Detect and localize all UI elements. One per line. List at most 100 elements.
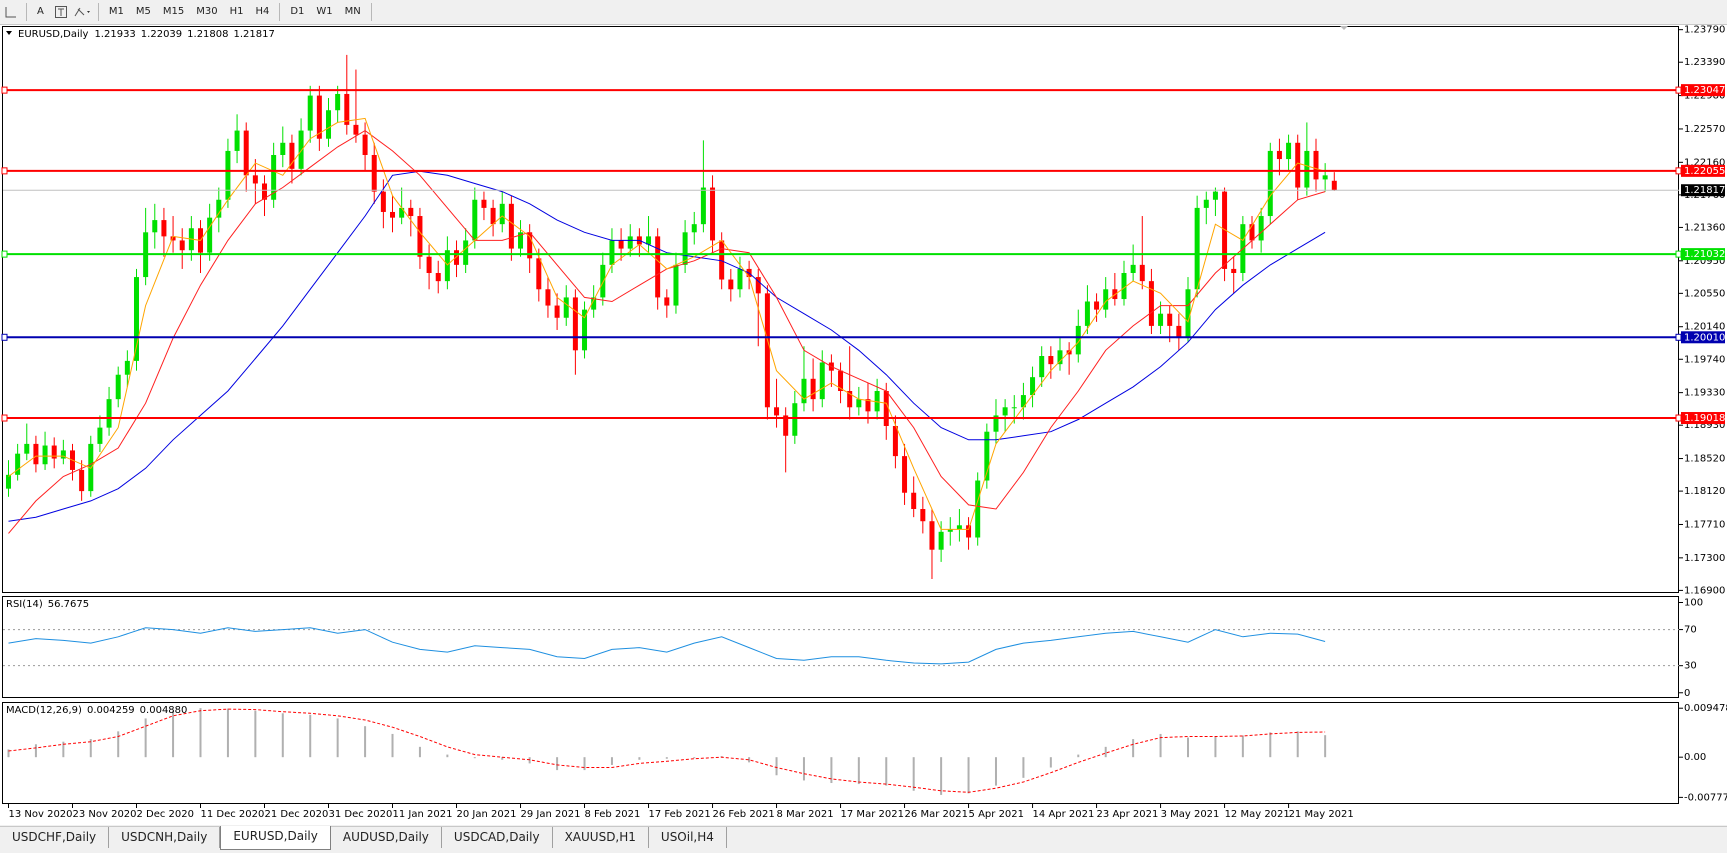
period-button[interactable]: M15 xyxy=(162,6,185,17)
macd-pane xyxy=(2,702,1679,804)
candle-body xyxy=(133,277,139,361)
candle-body xyxy=(1148,281,1154,326)
chart-tab[interactable]: USDCAD,Daily xyxy=(442,827,553,848)
candle-body xyxy=(728,279,734,290)
x-tick-label: 5 Apr 2021 xyxy=(969,809,1024,820)
chart-tab[interactable]: USDCHF,Daily xyxy=(0,827,110,848)
candle-body xyxy=(591,297,597,310)
y-tick-label: -0.007778 xyxy=(1684,792,1727,803)
period-button[interactable]: D1 xyxy=(290,6,305,17)
icon xyxy=(74,7,90,17)
candle-body xyxy=(1276,150,1282,160)
rsi-header: RSI(14) 56.7675 xyxy=(6,599,89,610)
macd-bar xyxy=(34,744,37,758)
candle-body xyxy=(682,232,688,265)
level-label-box xyxy=(1681,331,1725,344)
period-button[interactable]: M5 xyxy=(135,6,151,17)
x-tick-label: 2 Dec 2020 xyxy=(136,809,194,820)
candle-body xyxy=(326,110,332,139)
chart-tab[interactable]: EURUSD,Daily xyxy=(220,826,331,850)
candle-body xyxy=(554,305,560,318)
level-anchor xyxy=(1675,333,1682,341)
y-tick-label: 1.19330 xyxy=(1684,388,1725,399)
candle-body xyxy=(170,236,176,241)
x-tick-label: 23 Apr 2021 xyxy=(1097,809,1159,820)
level-label-box xyxy=(1681,412,1725,425)
chart-tab[interactable]: USOil,H4 xyxy=(649,827,727,848)
candle-body xyxy=(33,443,39,465)
indicator-line xyxy=(8,627,1326,665)
candle-body xyxy=(1167,313,1173,326)
candle-body xyxy=(1222,191,1228,269)
candle-body xyxy=(947,529,953,532)
chart-tab[interactable]: AUDUSD,Daily xyxy=(331,827,442,848)
level-label: 1.21032 xyxy=(1684,249,1725,260)
shapes-tool[interactable] xyxy=(72,2,94,22)
label-tool[interactable] xyxy=(50,2,72,22)
chart-tab[interactable]: USDCNH,Daily xyxy=(109,827,221,848)
x-tick-label: 20 Jan 2021 xyxy=(457,809,517,820)
candle-body xyxy=(792,403,798,436)
y-tick-label: 1.23390 xyxy=(1684,57,1725,68)
level-anchor xyxy=(1675,414,1682,422)
x-tick-label: 13 Nov 2020 xyxy=(8,809,72,820)
candle-body xyxy=(472,199,478,241)
level-anchor xyxy=(1675,167,1682,175)
macd-bar xyxy=(1104,746,1107,758)
candle-body xyxy=(984,431,990,481)
chart-tab[interactable]: XAUUSD,H1 xyxy=(553,827,649,848)
macd-header: MACD(12,26,9) 0.004259 0.004880 xyxy=(6,705,187,716)
period-button[interactable]: W1 xyxy=(316,6,333,17)
level-anchor xyxy=(1,167,8,175)
low: 1.21808 xyxy=(187,29,228,40)
candle-body xyxy=(755,277,761,294)
macd-bar xyxy=(473,757,476,759)
candle-body xyxy=(956,525,962,530)
macd-bar xyxy=(967,757,970,794)
candle-body xyxy=(1249,224,1255,241)
candle-body xyxy=(362,134,368,155)
level-label-box xyxy=(1681,84,1725,97)
level-label: 1.19018 xyxy=(1684,413,1725,424)
x-tick-label: 11 Jan 2021 xyxy=(393,809,453,820)
candle-body xyxy=(600,264,606,298)
candle-body xyxy=(243,130,249,176)
candle-body xyxy=(892,426,898,457)
period-button[interactable]: M30 xyxy=(196,6,218,17)
candle-body xyxy=(582,309,588,351)
macd-bar xyxy=(446,754,449,758)
candle-body xyxy=(856,399,862,408)
macd-bar xyxy=(391,733,394,758)
macd-bar xyxy=(281,713,284,758)
candle-body xyxy=(1258,216,1264,241)
candle-body xyxy=(518,232,524,249)
candle-body xyxy=(700,187,706,225)
period-button[interactable]: H4 xyxy=(255,6,270,17)
level-anchor xyxy=(1675,250,1682,258)
macd-bar xyxy=(144,718,147,758)
macd-bar xyxy=(172,710,175,758)
candle-body xyxy=(764,293,770,408)
candle-body xyxy=(1267,150,1273,217)
high: 1.22039 xyxy=(141,29,182,40)
candle-body xyxy=(298,130,304,169)
candle-body xyxy=(1002,407,1008,416)
y-tick-label: 70 xyxy=(1684,625,1697,636)
candle-body xyxy=(572,297,578,351)
text-tool[interactable]: A xyxy=(37,6,44,17)
candle-body xyxy=(79,469,85,492)
period-button[interactable]: H1 xyxy=(229,6,244,17)
candle-body xyxy=(499,203,505,225)
period-button[interactable]: MN xyxy=(344,6,361,17)
level-anchor xyxy=(1,250,8,258)
candle-body xyxy=(380,191,386,212)
candle-body xyxy=(106,399,112,428)
candle-body xyxy=(1212,191,1218,200)
crosshair-icon[interactable] xyxy=(0,2,22,22)
candle-body xyxy=(399,207,405,218)
y-tick-label: 0 xyxy=(1684,688,1690,699)
candle-body xyxy=(216,199,222,218)
period-button[interactable]: M1 xyxy=(108,6,124,17)
rsi-pane xyxy=(2,596,1679,698)
candle-body xyxy=(444,250,450,282)
